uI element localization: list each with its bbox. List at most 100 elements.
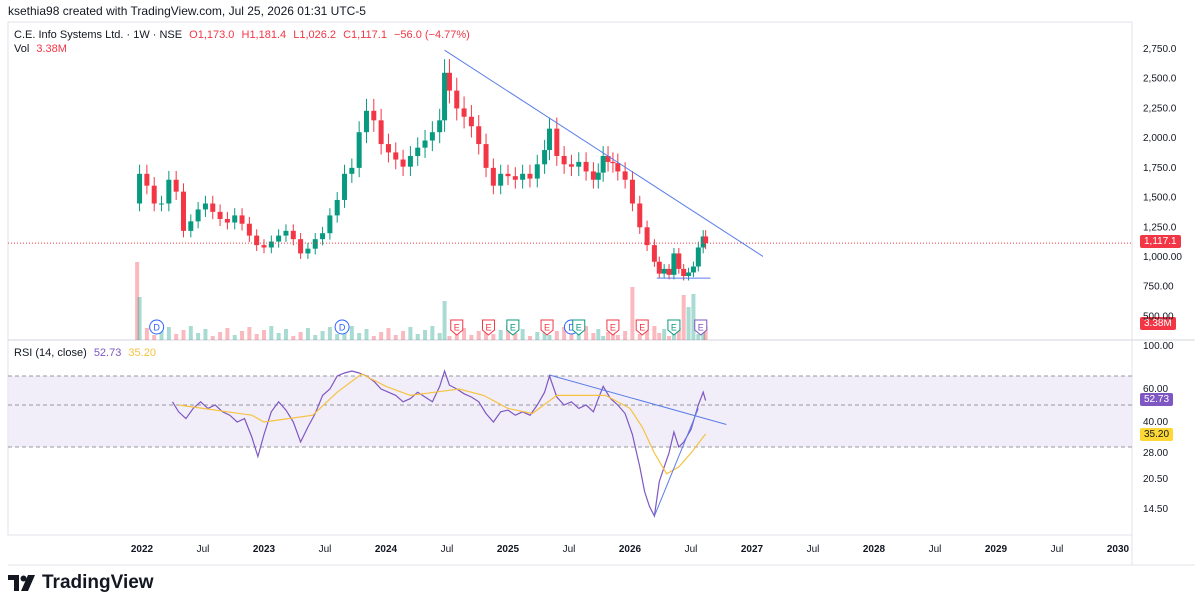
candle-body xyxy=(512,176,518,180)
open-value: O1,173.0 xyxy=(189,29,235,41)
volume-bar xyxy=(276,333,281,340)
candle-body xyxy=(610,161,616,164)
candle-body xyxy=(600,155,606,173)
candle-body xyxy=(527,173,533,179)
rsi-ma-line xyxy=(178,373,707,475)
volume-bar xyxy=(430,326,435,340)
candle-body xyxy=(590,171,596,180)
volume-bar xyxy=(667,336,672,340)
candle-body xyxy=(546,128,552,151)
volume-bar xyxy=(442,301,447,340)
candle-body xyxy=(349,167,355,174)
dividend-marker-label: D xyxy=(568,323,575,333)
candle-body xyxy=(180,191,186,231)
candle-body xyxy=(644,227,650,246)
candle-body xyxy=(261,245,267,248)
price-tick-label: 2,750.0 xyxy=(1143,44,1177,55)
candle-body xyxy=(151,185,157,204)
volume-bar xyxy=(291,336,296,340)
candle-body xyxy=(605,155,611,162)
candle-body xyxy=(661,268,667,274)
volume-bar xyxy=(662,329,667,340)
rsi-label[interactable]: RSI (14, close) xyxy=(14,347,87,359)
price-tick-label: 2,000.0 xyxy=(1143,133,1177,144)
symbol-label[interactable]: C.E. Info Systems Ltd. · 1W · NSE xyxy=(14,29,183,41)
watermark-text: ksethia98 created with TradingView.com, … xyxy=(8,4,366,18)
volume-bar xyxy=(630,287,635,340)
volume-bar xyxy=(562,327,567,340)
volume-bar xyxy=(135,262,140,340)
earnings-marker-label: E xyxy=(454,323,460,333)
candle-body xyxy=(385,144,391,153)
volume-bar xyxy=(415,334,420,340)
volume-bar xyxy=(320,331,325,340)
volume-bar xyxy=(696,334,701,340)
volume-bar xyxy=(210,336,215,340)
volume-bar xyxy=(447,336,452,340)
time-axis-label: 2023 xyxy=(253,544,276,555)
earnings-marker-icon xyxy=(540,319,554,336)
volume-bar xyxy=(681,295,686,340)
close-value: C1,117.1 xyxy=(343,29,387,41)
volume-bar xyxy=(137,297,142,340)
candle-body xyxy=(656,261,662,274)
volume-bar xyxy=(166,327,171,340)
candles xyxy=(137,59,709,281)
change-value: −56.0 (−4.77%) xyxy=(394,29,470,41)
earnings-marker-label: E xyxy=(576,323,582,333)
chart-frame xyxy=(7,21,1133,536)
candle-body xyxy=(232,215,238,223)
volume-bar xyxy=(701,330,706,340)
volume-bar xyxy=(513,333,518,340)
tradingview-branding[interactable]: TradingView xyxy=(8,572,154,594)
candle-body xyxy=(239,215,245,224)
dividend-marker-icon xyxy=(334,319,350,335)
volume-bar xyxy=(506,326,510,340)
earnings-marker-label: E xyxy=(485,323,491,333)
volume-label[interactable]: Vol xyxy=(14,43,30,55)
volume-bar xyxy=(423,330,428,340)
volume-bar xyxy=(547,335,552,340)
price-tick-label: 1,500.0 xyxy=(1143,193,1177,204)
volume-bar xyxy=(188,326,193,340)
volume-bar xyxy=(218,332,223,340)
earnings-marker-icon xyxy=(481,319,495,336)
earnings-marker-label: E xyxy=(544,323,550,333)
candle-body xyxy=(637,203,643,228)
price-tick-label: 1,250.0 xyxy=(1143,222,1177,233)
volume-bar xyxy=(535,332,540,340)
volume-bar xyxy=(386,328,391,340)
candle-body xyxy=(305,248,311,254)
volume-bar xyxy=(686,307,691,340)
candle-body xyxy=(671,253,677,275)
earnings-marker-icon xyxy=(606,319,620,336)
volume-bar xyxy=(542,328,547,340)
rsi-tick-label: 60.00 xyxy=(1143,384,1168,395)
volume-bar xyxy=(462,328,467,340)
volume-bar xyxy=(691,294,696,340)
time-axis-label: 2027 xyxy=(741,544,764,555)
candle-body xyxy=(446,72,452,91)
rsi-tick-label: 100.00 xyxy=(1143,341,1174,352)
candle-body xyxy=(422,140,428,148)
candle-body xyxy=(393,152,399,160)
candle-body xyxy=(312,239,318,249)
volume-bar xyxy=(596,329,601,340)
candle-body xyxy=(595,172,601,180)
volume-legend: Vol 3.38M xyxy=(14,43,71,55)
candle-body xyxy=(276,235,282,242)
volume-bar xyxy=(371,336,376,340)
price-tick-label: 1,000.00 xyxy=(1143,252,1182,263)
time-axis-label: Jul xyxy=(685,544,698,555)
volume-bar xyxy=(606,332,611,340)
volume-bar xyxy=(469,335,474,340)
volume-bar xyxy=(401,331,406,340)
volume-bar xyxy=(393,335,398,340)
rsi-tick-label: 14.50 xyxy=(1143,504,1168,515)
time-axis-label: Jul xyxy=(441,544,454,555)
rsi-tick-label: 20.50 xyxy=(1143,474,1168,485)
volume-bar xyxy=(671,332,676,340)
rsi-tick-label: 40.00 xyxy=(1143,417,1168,428)
volume-bar xyxy=(203,329,208,340)
